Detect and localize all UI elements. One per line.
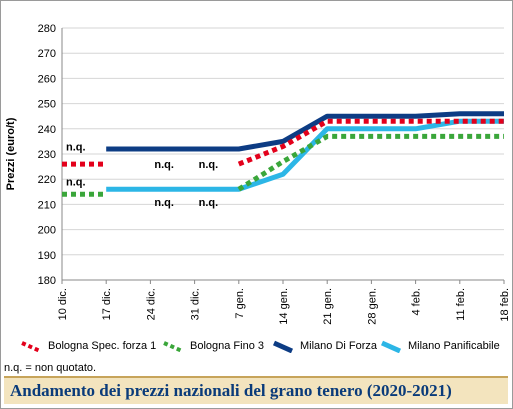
legend-item-bologna-fino-3: Bologna Fino 3 bbox=[162, 339, 264, 353]
axes bbox=[61, 28, 505, 284]
x-tick-label: 17 dic. bbox=[101, 288, 113, 320]
x-tick-label: 31 dic. bbox=[190, 288, 202, 320]
nq-annotation: n.q. bbox=[154, 197, 174, 209]
x-tick-label: 10 dic. bbox=[57, 288, 69, 320]
line-chart: 180 190 200 210 220 230 240 250 260 270 280 10 dic… bbox=[5, 23, 511, 325]
legend-item-milano-di-forza: Milano Di Forza bbox=[272, 339, 377, 353]
legend: Bologna Spec. forza 1 Bologna Fino 3 Mil… bbox=[0, 339, 513, 361]
y-tick-label: 180 bbox=[38, 275, 56, 287]
legend-item-milano-panificabile: Milano Panificabile bbox=[380, 339, 500, 353]
x-tick-label: 18 feb. bbox=[499, 288, 511, 322]
series-lines bbox=[61, 111, 505, 197]
legend-swatch bbox=[380, 340, 402, 353]
legend-label: Milano Panificabile bbox=[408, 340, 500, 352]
y-tick-label: 190 bbox=[38, 250, 56, 262]
footnote: n.q. = non quotato. bbox=[4, 362, 97, 374]
nq-annotation: n.q. bbox=[66, 141, 86, 153]
y-tick-label: 260 bbox=[38, 73, 56, 85]
y-tick-label: 240 bbox=[38, 124, 56, 136]
grid-lines bbox=[62, 27, 504, 281]
y-tick-label: 250 bbox=[38, 99, 56, 111]
x-tick-label: 24 dic. bbox=[145, 288, 157, 320]
y-tick-label: 230 bbox=[38, 149, 56, 161]
title-bar: Andamento dei prezzi nazionali del grano… bbox=[4, 376, 508, 404]
x-tick-label: 11 feb. bbox=[455, 288, 467, 321]
chart-title: Andamento dei prezzi nazionali del grano… bbox=[10, 381, 452, 400]
annotations: n.q. n.q. n.q. n.q. n.q. n.q. bbox=[66, 141, 218, 208]
legend-swatch bbox=[272, 340, 294, 353]
x-tick-label: 14 gen. bbox=[278, 288, 290, 325]
legend-label: Bologna Fino 3 bbox=[190, 340, 264, 352]
x-tick-label: 21 gen. bbox=[322, 288, 334, 325]
x-tick-label: 4 feb. bbox=[411, 288, 423, 316]
y-tick-label: 210 bbox=[38, 199, 56, 211]
x-tick-label: 7 gen. bbox=[234, 288, 246, 319]
nq-annotation: n.q. bbox=[199, 197, 219, 209]
legend-label: Bologna Spec. forza 1 bbox=[48, 340, 157, 352]
legend-label: Milano Di Forza bbox=[300, 340, 378, 352]
y-tick-label: 270 bbox=[38, 48, 56, 60]
x-tick-labels: 10 dic. 17 dic. 24 dic. 31 dic. 7 gen. 14 gen… bbox=[57, 288, 511, 325]
nq-annotation: n.q. bbox=[199, 159, 219, 171]
y-tick-label: 200 bbox=[38, 225, 56, 237]
y-axis-title: Prezzi (euro/t) bbox=[5, 117, 17, 190]
nq-annotation: n.q. bbox=[66, 177, 86, 189]
legend-swatch bbox=[163, 341, 183, 353]
x-tick-label: 28 gen. bbox=[366, 288, 378, 325]
y-tick-labels: 180 190 200 210 220 230 240 250 260 270 280 bbox=[38, 23, 56, 287]
y-tick-label: 280 bbox=[38, 23, 56, 35]
legend-item-bologna-spec-forza-1: Bologna Spec. forza 1 bbox=[20, 339, 156, 353]
nq-annotation: n.q. bbox=[154, 159, 174, 171]
series-line-milano-di-forza bbox=[106, 111, 504, 152]
legend-swatch bbox=[21, 341, 41, 353]
y-tick-label: 220 bbox=[38, 174, 56, 186]
